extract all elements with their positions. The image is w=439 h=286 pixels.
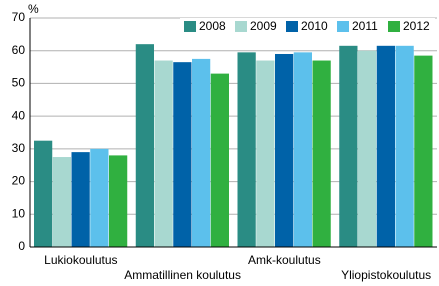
bar [275, 53, 294, 247]
y-tick-label: 0 [18, 239, 25, 253]
bar [376, 45, 395, 247]
bar [173, 62, 192, 247]
legend-swatch [235, 21, 247, 32]
bar [210, 73, 229, 247]
y-tick-label: 50 [12, 76, 26, 90]
y-tick-label: 40 [12, 108, 26, 122]
bar [237, 52, 256, 247]
bar [71, 152, 90, 247]
legend-swatch [337, 21, 349, 32]
x-tick-label: Amk-koulutus [248, 253, 321, 267]
bar [109, 155, 128, 247]
y-tick-label: 70 [12, 10, 26, 24]
y-tick-label: 30 [12, 141, 26, 155]
bar [414, 55, 433, 247]
legend-swatch [388, 21, 400, 32]
bar [293, 52, 312, 247]
bar [34, 140, 53, 247]
bar [256, 60, 275, 248]
y-tick-label: 20 [12, 174, 26, 188]
bar [395, 45, 414, 247]
x-tick-label: Lukiokoulutus [44, 253, 117, 267]
bar [154, 60, 173, 248]
legend-label: 2011 [352, 19, 378, 33]
legend-label: 2008 [199, 19, 226, 33]
x-tick-label: Ammatillinen koulutus [124, 268, 241, 282]
bar [135, 44, 154, 247]
legend-swatch [184, 21, 196, 32]
bar [312, 60, 331, 248]
bar [192, 58, 211, 248]
x-tick-label: Yliopistokoulutus [341, 268, 431, 282]
y-tick-label: 10 [12, 206, 26, 220]
y-tick-label: 60 [12, 43, 26, 57]
legend-label: 2010 [301, 19, 328, 33]
bar [90, 148, 109, 247]
bar [358, 50, 377, 247]
bar [339, 45, 358, 247]
bar [52, 157, 71, 247]
legend-swatch [286, 21, 298, 32]
legend-label: 2012 [403, 19, 430, 33]
y-axis-label: % [28, 2, 39, 16]
legend-label: 2009 [250, 19, 277, 33]
